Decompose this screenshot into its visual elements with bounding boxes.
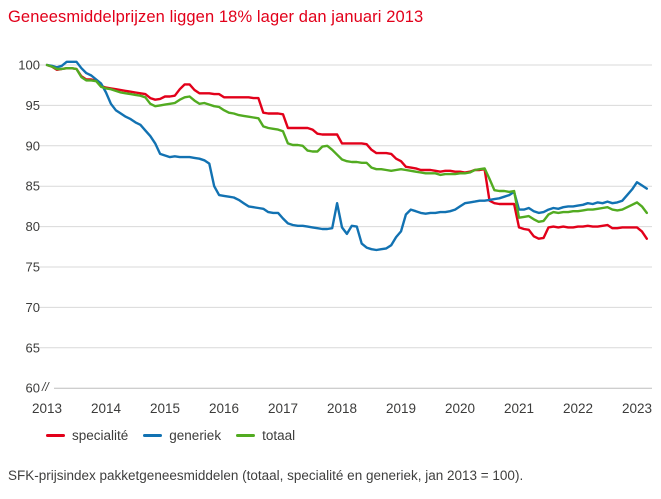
legend-item-totaal: totaal — [236, 428, 295, 443]
legend-swatch-generiek — [143, 434, 163, 437]
x-tick-label-2018: 2018 — [327, 401, 357, 416]
legend-label-generiek: generiek — [169, 428, 222, 443]
series-line-generiek — [45, 60, 648, 252]
chart-title: Geneesmiddelprijzen liggen 18% lager dan… — [8, 8, 424, 26]
y-tick-label-80: 80 — [26, 219, 40, 234]
x-tick-label-2015: 2015 — [150, 401, 180, 416]
x-tick-label-2021: 2021 — [504, 401, 534, 416]
x-tick-label-2016: 2016 — [209, 401, 239, 416]
series-line-totaal — [45, 63, 648, 224]
x-tick-label-2019: 2019 — [386, 401, 416, 416]
y-tick-label-95: 95 — [26, 98, 40, 113]
y-tick-label-60: 60 — [26, 381, 40, 396]
axis-break-mark: // — [41, 380, 50, 394]
y-tick-label-100: 100 — [18, 58, 40, 73]
x-tick-label-2022: 2022 — [563, 401, 593, 416]
x-tick-label-2023: 2023 — [622, 401, 652, 416]
legend-item-generiek: generiek — [143, 428, 221, 443]
legend-label-totaal: totaal — [262, 428, 296, 443]
source-caption: SFK-prijsindex pakketgeneesmiddelen (tot… — [8, 468, 524, 483]
y-tick-label-70: 70 — [26, 300, 40, 315]
y-tick-label-85: 85 — [26, 179, 40, 194]
x-tick-label-2014: 2014 — [91, 401, 122, 416]
x-tick-label-2013: 2013 — [32, 401, 62, 416]
legend: specialité generiek totaal — [46, 428, 295, 443]
series-line-specialité — [45, 63, 648, 240]
legend-swatch-totaal — [236, 434, 256, 437]
y-tick-label-75: 75 — [26, 260, 40, 275]
x-tick-label-2020: 2020 — [445, 401, 475, 416]
legend-label-specialite: specialité — [72, 428, 129, 443]
y-tick-label-90: 90 — [26, 138, 40, 153]
legend-swatch-specialite — [46, 434, 65, 437]
legend-item-specialite: specialité — [46, 428, 128, 443]
y-tick-label-65: 65 — [26, 340, 40, 355]
x-tick-label-2017: 2017 — [268, 401, 298, 416]
